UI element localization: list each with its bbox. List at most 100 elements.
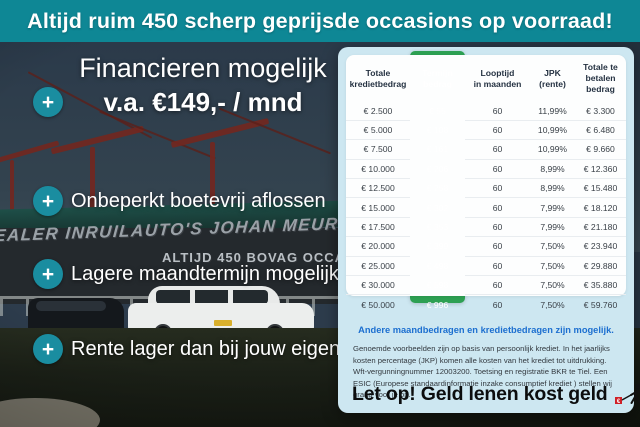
finance-table-row: € 17.500 € 353 60 7,99% € 21.180 [346,216,626,237]
finance-table-cell: € 55 [429,105,446,116]
finance-table-cell: 7,50% [530,294,575,314]
finance-table-body: € 2.500 € 55 60 11,99% € 3.300 € 5.000 € 108 60… [346,102,626,314]
geld-lenen-kost-geld-icon: € [614,383,640,405]
banner-text: Altijd ruim 450 scherp geprijsde occasio… [27,8,613,33]
finance-table-cell: 7,50% [530,255,575,276]
finance-table-cell: € 12.360 [575,158,626,179]
finance-table-cell: € 206 [410,158,465,179]
finance-table-cell: € 25.000 [346,255,410,276]
finance-table-header-cell: Looptijd in maanden [473,67,522,89]
finance-table-cell: 60 [465,158,530,179]
finance-table-cell: € 996 [410,294,465,314]
finance-table-cell: € 35.880 [575,275,626,295]
plus-icon: + [33,334,63,364]
finance-table-cell: 8,99% [530,158,575,179]
finance-table-cell: € 20.000 [346,236,410,257]
finance-table-cell: € 5.000 [346,119,410,140]
finance-table-row: € 5.000 € 108 60 10,99% € 6.480 [346,119,626,140]
finance-table-cell: € 6.480 [575,119,626,140]
finance-table-cell: € 7.500 [346,139,410,160]
plus-icon: + [33,87,63,117]
usp-bullet-3: Rente lager dan bij jouw eigen bank [71,338,389,360]
finance-table-cell: € 353 [410,216,465,237]
finance-table-cell: 8,99% [530,178,575,198]
finance-table-cell: € 598 [410,275,465,295]
finance-table-cell: € 108 [410,119,465,140]
finance-table-cell: 7,99% [530,216,575,237]
hero-line2: v.a. €149,- / mnd [103,87,303,118]
usp-bullet-1: Onbeperkt boetevrij aflossen [71,190,326,212]
finance-table-row: € 7.500 € 161 60 10,99% € 9.660 [346,139,626,160]
dealer-sign-subtext: ALTIJD 450 BOVAG OCCASIONS [162,250,391,265]
finance-table-cell: 60 [465,216,530,237]
parked-car-dark [28,298,124,333]
panel-disclaimer: Genoemde voorbeelden zijn op basis van p… [353,344,612,400]
finance-table-cell: 7,99% [530,197,575,218]
finance-table-cell: € 2.500 [363,105,393,116]
finance-table-header: Totale kredietbedrag Termijn bedrag Loopti… [346,55,626,102]
finance-table-header-cell: Termijn bedrag [422,67,453,89]
credit-warning: Let op! Geld lenen kost geld € [352,383,640,406]
finance-table-row: € 20.000 € 399 60 7,50% € 23.940 [346,236,626,257]
svg-text:€: € [616,399,620,405]
finance-table-row: € 10.000 € 206 60 8,99% € 12.360 [346,158,626,179]
finance-table-header-cell: Totale kredietbedrag [349,67,407,89]
finance-table-row: € 2.500 € 55 60 11,99% € 3.300 [346,102,626,121]
finance-table-cell: € 23.940 [575,236,626,257]
finance-table-cell: 60 [465,139,530,160]
finance-table-header-cell: JPK (rente) [539,67,566,89]
finance-table-cell: 60 [465,178,530,198]
finance-table-cell: € 29.880 [575,255,626,276]
finance-table-cell: € 399 [410,236,465,257]
finance-table-cell: € 302 [410,197,465,218]
finance-table-cell: 60 [465,236,530,257]
finance-table-cell: € 498 [410,255,465,276]
finance-table-cell: € 15.000 [346,197,410,218]
credit-warning-text: Let op! Geld lenen kost geld [352,383,608,405]
finance-table-cell: 7,50% [530,236,575,257]
top-banner: Altijd ruim 450 scherp geprijsde occasio… [0,0,640,42]
finance-table-cell: € 59.760 [575,294,626,314]
plus-icon: + [33,186,63,216]
finance-table-cell: € 21.180 [575,216,626,237]
finance-table-cell: € 18.120 [575,197,626,218]
finance-table-cell: € 12.500 [346,178,410,198]
finance-table-cell: € 258 [410,178,465,198]
red-structure-post [210,142,215,232]
finance-table-cell: € 161 [410,139,465,160]
finance-table-cell: 11,99% [538,105,567,116]
finance-table-row: € 25.000 € 498 60 7,50% € 29.880 [346,255,626,276]
finance-table-cell: 60 [465,255,530,276]
plus-icon: + [33,259,63,289]
finance-table-row: € 50.000 € 996 60 7,50% € 59.760 [346,294,626,314]
finance-table-cell: 60 [465,119,530,140]
finance-table-cell: € 17.500 [346,216,410,237]
red-structure-post [90,147,95,232]
finance-table-cell: 60 [465,275,530,295]
panel-note: Andere maandbedragen en kredietbedragen … [358,325,614,335]
finance-table-cell: € 10.000 [346,158,410,179]
finance-table-cell: € 3.300 [586,105,615,116]
finance-table-row: € 30.000 € 598 60 7,50% € 35.880 [346,275,626,295]
red-structure-post [10,160,14,232]
finance-table-cell: € 50.000 [346,294,410,314]
license-plate [214,320,232,326]
finance-table-header-cell: Totale te betalen bedrag [583,62,618,95]
hero-line1: Financieren mogelijk [79,53,327,83]
finance-panel: Totale kredietbedrag Termijn bedrag Loopti… [338,47,640,413]
finance-table-cell: € 30.000 [346,275,410,295]
finance-table-row: € 15.000 € 302 60 7,99% € 18.120 [346,197,626,218]
finance-table-cell: 10,99% [530,119,575,140]
finance-table-cell: 60 [465,197,530,218]
finance-table-cell: € 9.660 [575,139,626,160]
finance-table-row: € 12.500 € 258 60 8,99% € 15.480 [346,178,626,198]
finance-table-cell: 60 [492,105,503,116]
finance-table-cell: € 15.480 [575,178,626,198]
finance-table-cell: 7,50% [530,275,575,295]
finance-table-cell: 10,99% [530,139,575,160]
usp-bullet-2: Lagere maandtermijn mogelijk [71,263,339,285]
finance-table-cell: 60 [465,294,530,314]
finance-table: Totale kredietbedrag Termijn bedrag Loopti… [346,55,626,314]
hero-claim: Financieren mogelijk v.a. €149,- / mnd [68,52,338,119]
